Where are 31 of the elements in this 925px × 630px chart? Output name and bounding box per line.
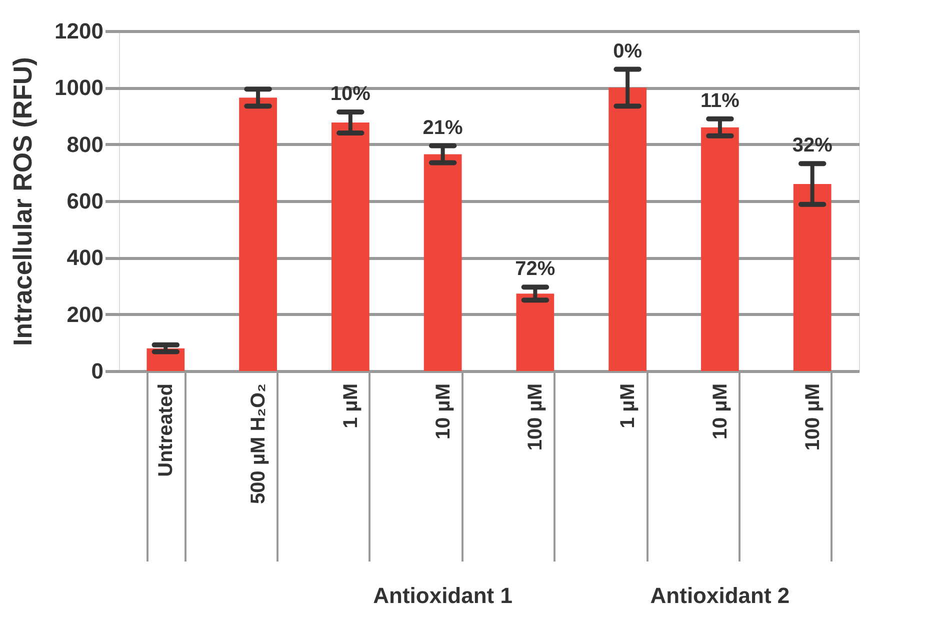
bar [516,294,554,371]
bar [331,122,370,371]
y-tick-label: 600 [66,188,104,214]
x-tick-label: 1 µM [617,384,640,428]
x-tick-label: 10 µM [709,384,732,440]
annotation: 32% [792,134,833,157]
y-tick-label: 1000 [54,75,104,100]
x-tick-label: 10 µM [432,384,454,440]
bar [608,88,647,371]
y-tick-label: 200 [66,302,104,327]
x-tick-label: 500 µM H₂O₂ [248,384,270,504]
annotation: 11% [700,90,740,112]
text: Antioxidant 2 [650,583,790,608]
y-tick-label: 0 [91,358,104,384]
y-tick-label: 800 [66,132,104,157]
annotation: 10% [330,83,371,106]
annotation: 21% [422,116,464,139]
y-tick-label: 1200 [54,18,104,44]
y-tick-label: 400 [66,245,104,270]
x-tick-label: 100 µM [802,384,824,451]
x-tick-label: 1 µM [340,384,362,428]
annotation: 0% [613,40,642,62]
bar [701,127,739,371]
x-tick-label: Untreated [155,384,178,477]
bar [424,154,462,371]
text: Antioxidant 1 [373,583,512,608]
bar [793,184,832,371]
x-tick-label: 100 µM [524,384,547,451]
bar [239,98,277,371]
annotation: 72% [515,258,556,280]
y-axis-title: Intracellular ROS (RFU) [8,57,38,346]
